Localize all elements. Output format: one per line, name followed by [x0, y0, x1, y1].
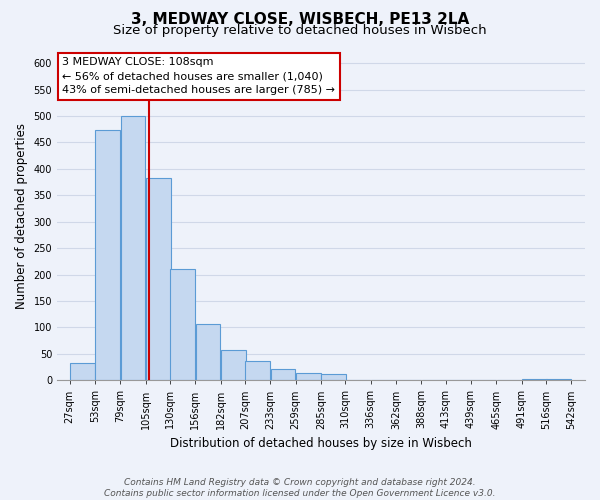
Bar: [95, 130, 120, 380]
Bar: [271, 368, 295, 380]
Bar: [547, 379, 571, 380]
X-axis label: Distribution of detached houses by size in Wisbech: Distribution of detached houses by size …: [170, 437, 472, 450]
Text: Size of property relative to detached houses in Wisbech: Size of property relative to detached ho…: [113, 24, 487, 37]
Bar: [196, 324, 220, 380]
Text: Contains HM Land Registry data © Crown copyright and database right 2024.
Contai: Contains HM Land Registry data © Crown c…: [104, 478, 496, 498]
Bar: [221, 350, 245, 380]
Bar: [322, 374, 346, 380]
Text: 3 MEDWAY CLOSE: 108sqm
← 56% of detached houses are smaller (1,040)
43% of semi-: 3 MEDWAY CLOSE: 108sqm ← 56% of detached…: [62, 58, 335, 96]
Bar: [70, 364, 95, 380]
Bar: [170, 269, 195, 380]
Bar: [121, 116, 145, 380]
Bar: [522, 379, 547, 380]
Text: 3, MEDWAY CLOSE, WISBECH, PE13 2LA: 3, MEDWAY CLOSE, WISBECH, PE13 2LA: [131, 12, 469, 28]
Bar: [245, 361, 270, 380]
Bar: [146, 178, 170, 380]
Bar: [296, 374, 320, 380]
Y-axis label: Number of detached properties: Number of detached properties: [15, 124, 28, 310]
